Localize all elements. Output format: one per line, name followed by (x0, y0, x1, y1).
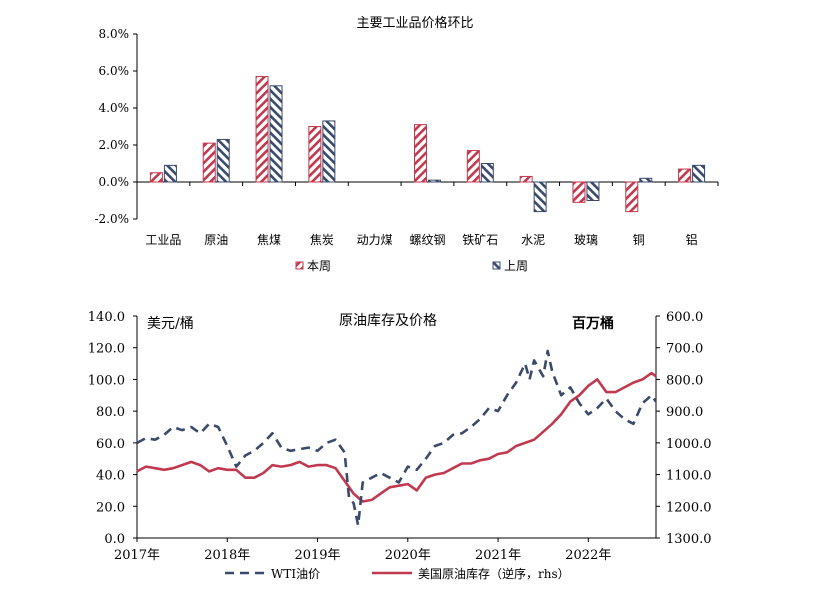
bar-chart-title: 主要工业品价格环比 (356, 15, 473, 31)
bar-y-tick-label: 2.0% (99, 138, 130, 152)
bar-y-tick-label: 4.0% (99, 101, 130, 115)
bar-category-label: 原油 (204, 233, 228, 247)
bar-mark (149, 172, 163, 183)
right-y-tick-label: 1100.0 (666, 469, 712, 484)
x-tick-label: 2019年 (294, 548, 340, 563)
bar-y-tick-label: -2.0% (94, 212, 129, 226)
x-tick-label: 2020年 (385, 548, 431, 563)
bar-category-label: 铁矿石 (462, 233, 498, 247)
bar-y-tick-label: 8.0% (99, 27, 130, 41)
bar-mark (572, 181, 586, 203)
legend-label-last-week: 上周 (504, 259, 528, 273)
legend-swatch-last-week (492, 261, 501, 270)
legend-label-wti: WTI油价 (271, 567, 320, 581)
bar-mark (163, 164, 177, 183)
left-y-tick-label: 40.0 (96, 469, 125, 484)
left-y-tick-label: 120.0 (88, 342, 125, 357)
right-y-tick-label: 1300.0 (666, 532, 712, 547)
left-y-tick-label: 80.0 (96, 405, 125, 420)
bar-mark (639, 177, 653, 183)
bar-mark (519, 175, 533, 183)
bar-y-ticks: 8.0% 6.0% 4.0% 2.0% 0.0% -2.0% (94, 27, 137, 226)
bar-category-label: 动力煤 (357, 233, 393, 247)
left-y-tick-label: 60.0 (96, 437, 125, 452)
bar-category-label: 焦煤 (257, 233, 281, 247)
x-ticks: 2017年 2018年 2019年 2020年 2021年 2022年 (114, 538, 611, 563)
left-y-tick-label: 20.0 (96, 500, 125, 515)
bar-x-labels: 工业品 原油 焦煤 焦炭 动力煤 螺纹钢 铁矿石 水泥 玻璃 铜 铝 (145, 182, 719, 247)
legend-label-this-week: 本周 (307, 259, 331, 273)
bar-category-label: 铝 (686, 232, 698, 247)
x-tick-label: 2022年 (565, 548, 611, 563)
bar-category-label: 玻璃 (574, 233, 598, 247)
right-y-tick-label: 700.0 (666, 342, 703, 357)
right-y-tick-label: 1000.0 (666, 437, 712, 452)
bar-mark (428, 179, 441, 183)
bar-mark (308, 126, 322, 183)
bar-category-label: 焦炭 (310, 233, 334, 247)
x-tick-label: 2017年 (114, 548, 160, 563)
right-y-tick-label: 800.0 (666, 373, 703, 388)
bar-category-label: 水泥 (521, 233, 545, 247)
series-wti-price (136, 349, 658, 527)
series-us-crude-inventory (136, 371, 657, 503)
bar-mark (586, 181, 600, 201)
right-y-tick-label: 900.0 (666, 405, 703, 420)
line-legend: WTI油价 美国原油库存（逆序，rhs） (225, 566, 570, 581)
right-axis-unit: 百万桶 (572, 315, 614, 332)
bar-marks (149, 76, 706, 213)
bar-category-label: 铜 (633, 232, 645, 247)
bar-mark (692, 164, 706, 183)
right-y-tick-label: 1200.0 (666, 500, 712, 515)
bar-y-tick-label: 6.0% (99, 64, 130, 78)
bar-mark (480, 163, 494, 183)
left-y-tick-label: 140.0 (88, 310, 125, 325)
line-chart: 原油库存及价格 美元/桶 百万桶 140.0 120.0 100.0 80.0 60.0… (88, 310, 712, 581)
bar-mark (322, 120, 336, 183)
bar-mark (255, 76, 269, 183)
left-axis-unit: 美元/桶 (147, 316, 194, 332)
bar-mark (533, 181, 547, 213)
line-chart-title: 原油库存及价格 (339, 313, 437, 329)
bar-category-label: 螺纹钢 (409, 233, 445, 247)
left-y-tick-label: 0.0 (104, 532, 125, 547)
bar-chart: 主要工业品价格环比 8.0% 6.0% 4.0% 2.0% 0.0% -2.0% 工业品 原… (94, 15, 719, 273)
left-y-tick-label: 100.0 (88, 373, 125, 388)
bar-legend: 本周 上周 (295, 259, 528, 273)
bar-mark (269, 85, 283, 183)
bar-mark (625, 181, 639, 213)
right-y-ticks: 600.0 700.0 800.0 900.0 1000.0 1100.0 1200.0 13… (656, 310, 712, 547)
bar-mark (216, 138, 230, 183)
bar-mark (678, 168, 692, 183)
legend-label-inventory: 美国原油库存（逆序，rhs） (418, 566, 570, 581)
x-tick-label: 2018年 (204, 548, 250, 563)
bar-y-tick-label: 0.0% (99, 175, 130, 189)
bar-mark (202, 142, 216, 183)
legend-swatch-this-week (295, 261, 304, 270)
x-tick-label: 2021年 (475, 548, 521, 563)
bar-mark (466, 150, 480, 183)
bar-category-label: 工业品 (145, 233, 181, 247)
right-y-tick-label: 600.0 (666, 310, 703, 325)
bar-mark (414, 124, 427, 183)
left-y-ticks: 140.0 120.0 100.0 80.0 60.0 40.0 20.0 0.0 (88, 310, 137, 547)
